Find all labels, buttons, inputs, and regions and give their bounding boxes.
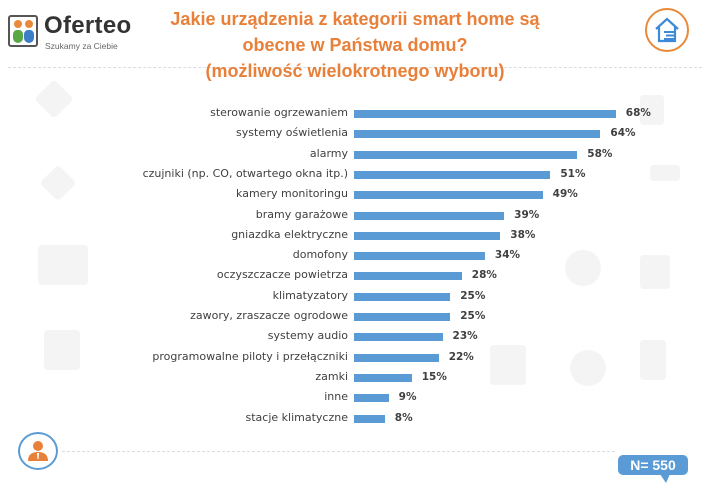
- chart-row: domofony 34%: [0, 246, 710, 266]
- value-label: 64%: [610, 127, 636, 140]
- category-label: programowalne piloty i przełączniki: [152, 349, 348, 363]
- chart-row: programowalne piloty i przełączniki 22%: [0, 348, 710, 368]
- bar: [354, 130, 601, 139]
- category-label: alarmy: [309, 146, 348, 160]
- chart-row: czujniki (np. CO, otwartego okna itp.) 51…: [0, 165, 710, 185]
- chart-row: zamki 15%: [0, 368, 710, 388]
- footer-divider: [62, 451, 615, 452]
- bar: [354, 414, 385, 423]
- category-label: czujniki (np. CO, otwartego okna itp.): [142, 166, 348, 180]
- category-label: zawory, zraszacze ogrodowe: [190, 309, 348, 322]
- category-label: sterowanie ogrzewaniem: [210, 106, 348, 119]
- logo-people-icon: [8, 15, 38, 47]
- bar: [354, 353, 439, 362]
- value-label: 51%: [560, 167, 586, 180]
- chart-row: kamery monitoringu 49%: [0, 185, 710, 205]
- value-label: 28%: [471, 269, 497, 282]
- bar: [354, 394, 389, 403]
- bar: [354, 191, 543, 200]
- chart-title: Jakie urządzenia z kategorii smart home …: [150, 6, 560, 84]
- chart-row: stacje klimatyczne 8%: [0, 409, 710, 429]
- category-label: gniazdka elektryczne: [231, 227, 348, 241]
- category-label: zamki: [315, 369, 348, 383]
- title-line-1: Jakie urządzenia z kategorii smart home …: [170, 9, 540, 29]
- value-label: 49%: [552, 188, 578, 201]
- category-label: kamery monitoringu: [236, 187, 348, 201]
- chart-row: zawory, zraszacze ogrodowe 25%: [0, 307, 710, 327]
- category-label: domofony: [292, 248, 348, 262]
- value-label: 9%: [398, 391, 417, 404]
- category-label: systemy audio: [267, 329, 348, 343]
- value-label: 22%: [448, 350, 474, 363]
- bar: [354, 150, 578, 159]
- title-line-2: obecne w Państwa domu?: [242, 35, 468, 55]
- oferteo-logo: Oferteo Szukamy za Ciebie: [8, 12, 158, 52]
- value-label: 25%: [460, 289, 486, 302]
- bar: [354, 170, 551, 179]
- chart-row: systemy audio 23%: [0, 327, 710, 347]
- chart-row: sterowanie ogrzewaniem 68%: [0, 104, 710, 124]
- brand-tagline: Szukamy za Ciebie: [45, 41, 118, 51]
- bar: [354, 373, 412, 382]
- value-label: 25%: [460, 310, 486, 322]
- chart-row: oczyszczacze powietrza 28%: [0, 266, 710, 286]
- header-divider: [8, 67, 702, 68]
- value-label: 58%: [587, 147, 613, 160]
- bar: [354, 252, 485, 261]
- bar: [354, 110, 616, 118]
- sample-size-badge: N= 550: [618, 455, 688, 483]
- chart-row: alarmy 58%: [0, 145, 710, 165]
- category-label: klimatyzatory: [272, 288, 348, 302]
- category-label: inne: [324, 390, 348, 404]
- bar: [354, 211, 505, 220]
- value-label: 15%: [421, 370, 447, 383]
- category-label: oczyszczacze powietrza: [216, 268, 348, 282]
- value-label: 8%: [394, 411, 413, 424]
- brand-name: Oferteo: [44, 12, 132, 39]
- category-label: bramy garażowe: [255, 207, 348, 221]
- bar: [354, 292, 451, 301]
- chart-row: gniazdka elektryczne 38%: [0, 226, 710, 246]
- category-label: systemy oświetlenia: [236, 126, 348, 140]
- title-line-3: (możliwość wielokrotnego wyboru): [205, 61, 505, 81]
- chart-row: klimatyzatory 25%: [0, 287, 710, 307]
- chart-row: bramy garażowe 39%: [0, 206, 710, 226]
- bar: [354, 231, 501, 240]
- house-icon: [645, 8, 689, 52]
- value-label: 23%: [452, 330, 478, 343]
- value-label: 38%: [510, 228, 536, 241]
- value-label: 39%: [514, 208, 540, 221]
- bar: [354, 313, 451, 321]
- bar: [354, 333, 443, 342]
- value-label: 34%: [494, 249, 521, 262]
- category-label: stacje klimatyczne: [245, 410, 348, 424]
- value-label: 68%: [625, 107, 651, 119]
- bar: [354, 272, 462, 281]
- chart-row: systemy oświetlenia 64%: [0, 124, 710, 144]
- chart-row: inne 9%: [0, 388, 710, 408]
- person-icon: [18, 432, 58, 470]
